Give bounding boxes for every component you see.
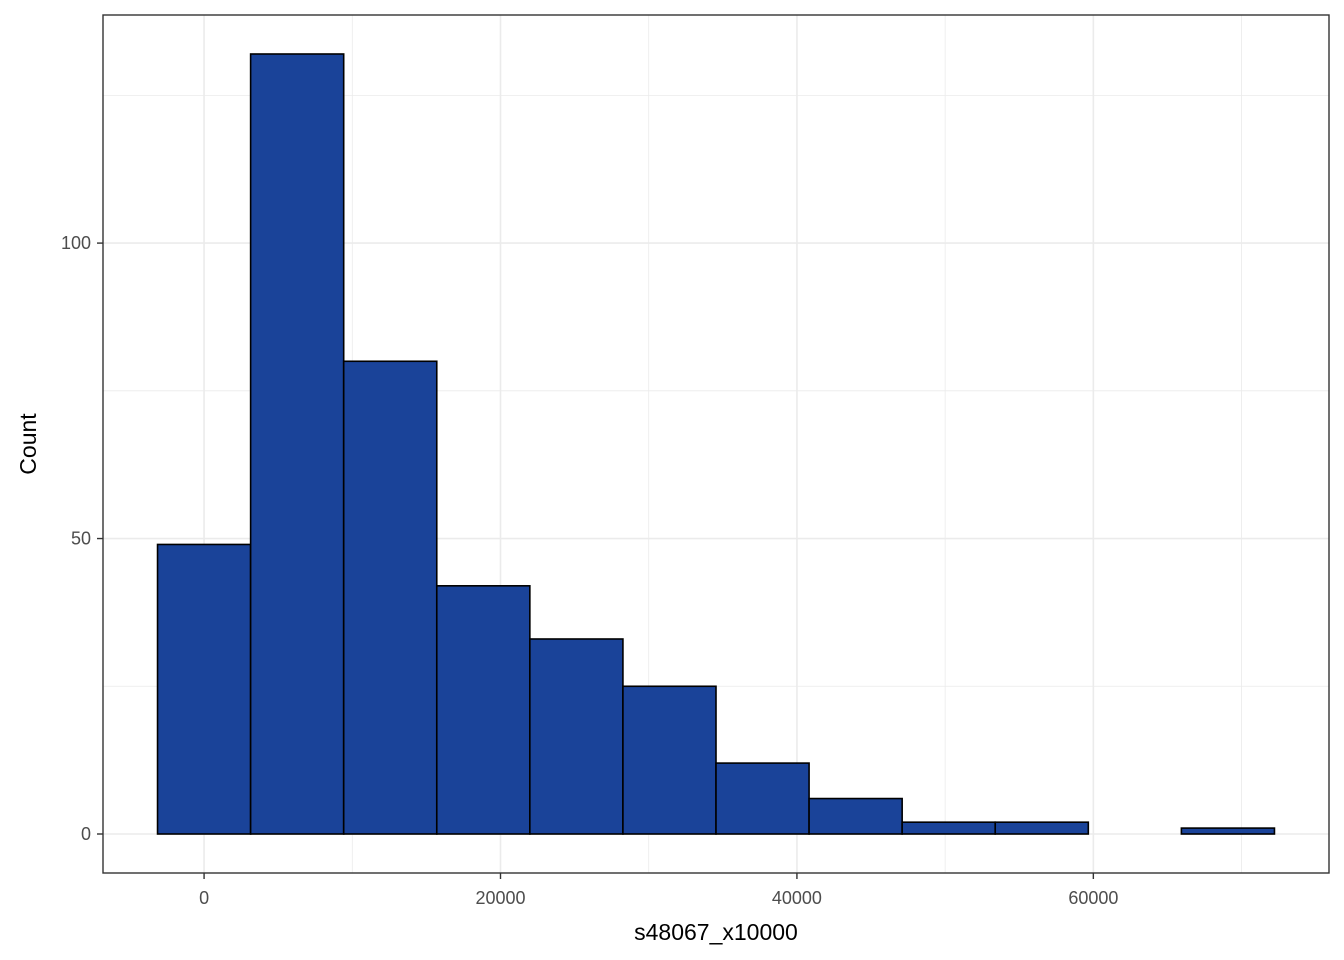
- histogram-bars: [156, 53, 1276, 835]
- grid-lines: [103, 15, 1329, 873]
- y-tick-label: 100: [61, 233, 91, 253]
- x-axis-title: s48067_x10000: [634, 919, 798, 945]
- histogram-bar: [529, 638, 624, 835]
- histogram-bar: [715, 762, 810, 835]
- histogram-bar: [808, 797, 903, 835]
- histogram-bar: [249, 53, 345, 835]
- panel-border: [102, 14, 1330, 874]
- x-tick-label: 40000: [772, 888, 822, 908]
- histogram-bar: [435, 585, 531, 835]
- histogram-bar: [994, 821, 1090, 835]
- y-tick-label: 0: [81, 824, 91, 844]
- x-tick-label: 20000: [475, 888, 525, 908]
- histogram-bar: [1180, 827, 1276, 835]
- axis-ticks: [97, 242, 1095, 879]
- y-axis-title: Count: [15, 413, 41, 475]
- histogram-bar: [901, 821, 997, 835]
- axis-tick-labels: 0 20000 40000 60000 0 50 100: [61, 233, 1118, 908]
- histogram-bar: [156, 543, 252, 835]
- x-tick-label: 60000: [1068, 888, 1118, 908]
- histogram-bar: [622, 685, 717, 835]
- x-tick-label: 0: [199, 888, 209, 908]
- y-tick-label: 50: [71, 529, 91, 549]
- histogram-bar: [342, 360, 438, 835]
